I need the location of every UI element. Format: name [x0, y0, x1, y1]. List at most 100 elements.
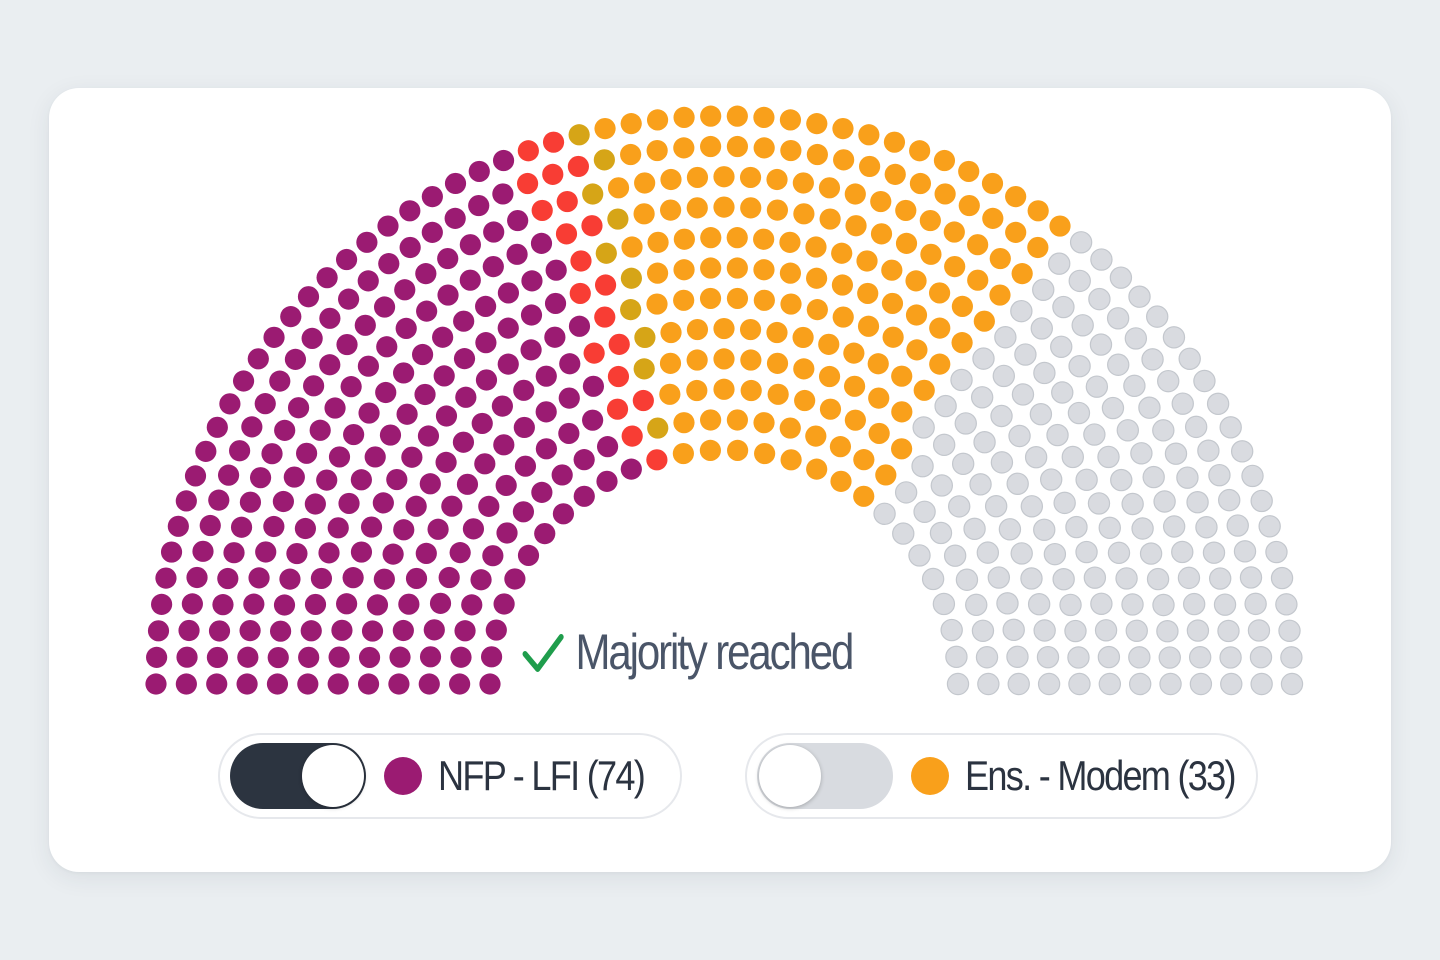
seat-nfp-lfi — [304, 493, 326, 515]
seat-group-4 — [977, 672, 1000, 696]
seat-ens-modem — [967, 234, 989, 256]
seat-nfp-lfi — [241, 416, 263, 438]
seat-nfp-lfi — [416, 300, 438, 322]
seat-group-4 — [1010, 542, 1033, 565]
seat-group-4 — [976, 541, 1000, 564]
legend-item-ens-modem[interactable]: Ens. - Modem (33) — [745, 733, 1258, 819]
seat-group-4 — [1106, 307, 1130, 330]
seat-nfp-lfi — [452, 431, 475, 453]
seat-ens-modem — [905, 270, 927, 292]
seat-group-4 — [1121, 492, 1144, 516]
seat-nfp-lfi — [530, 232, 553, 254]
seat-ens-modem — [766, 168, 788, 191]
seat-group-4 — [1219, 416, 1242, 439]
seat-ens-modem — [906, 339, 928, 361]
seat-group-4 — [1184, 415, 1208, 439]
seat-group-1 — [594, 306, 616, 328]
seat-nfp-lfi — [294, 517, 316, 540]
seat-ens-modem — [1027, 236, 1049, 259]
seat-ens-modem — [806, 143, 828, 166]
seat-group-4 — [955, 568, 979, 591]
seat-nfp-lfi — [462, 518, 485, 540]
seat-group-4 — [1067, 401, 1091, 425]
seat-group-1 — [516, 172, 539, 195]
seat-nfp-lfi — [558, 422, 580, 445]
seat-nfp-lfi — [582, 375, 605, 397]
seat-group-2 — [568, 124, 590, 146]
seat-ens-modem — [958, 194, 980, 217]
seat-group-4 — [1218, 488, 1241, 512]
seat-ens-modem — [830, 470, 852, 492]
seat-group-4 — [984, 494, 1008, 518]
seat-nfp-lfi — [453, 348, 476, 370]
seat-ens-modem — [726, 257, 748, 279]
seat-nfp-lfi — [398, 593, 420, 615]
seat-group-4 — [1083, 423, 1106, 446]
seat-group-4 — [1233, 540, 1257, 563]
seat-group-4 — [1043, 542, 1067, 566]
seat-nfp-lfi — [298, 646, 320, 668]
seat-nfp-lfi — [328, 446, 351, 468]
seat-group-4 — [1006, 645, 1029, 669]
seat-nfp-lfi — [145, 673, 167, 695]
ens-modem-toggle[interactable] — [757, 743, 893, 809]
seat-group-1 — [542, 131, 565, 153]
seat-group-4 — [1052, 295, 1075, 319]
seat-ens-modem — [905, 304, 928, 326]
seat-nfp-lfi — [437, 284, 459, 306]
seat-nfp-lfi — [491, 395, 513, 417]
seat-ens-modem — [794, 389, 816, 412]
seat-nfp-lfi — [393, 519, 415, 541]
seat-ens-modem — [753, 412, 775, 434]
seat-nfp-lfi — [482, 256, 504, 278]
seat-group-4 — [1101, 396, 1125, 420]
seat-group-4 — [1014, 343, 1037, 366]
seat-nfp-lfi — [336, 333, 358, 356]
seat-ens-modem — [660, 168, 682, 191]
seat-group-1 — [632, 389, 654, 412]
seat-ens-modem — [673, 106, 695, 128]
seat-group-4 — [943, 544, 967, 567]
seat-group-4 — [1075, 540, 1098, 564]
seat-ens-modem — [686, 379, 708, 402]
seat-ens-modem — [700, 227, 722, 249]
seat-nfp-lfi — [208, 620, 231, 642]
seat-group-2 — [633, 358, 655, 380]
seat-ens-modem — [805, 236, 827, 258]
seat-ens-modem — [1027, 200, 1049, 222]
seat-group-1 — [556, 190, 578, 213]
seat-nfp-lfi — [223, 542, 245, 564]
nfp-lfi-toggle[interactable] — [230, 743, 366, 809]
seat-nfp-lfi — [357, 355, 379, 377]
seat-group-4 — [1039, 468, 1063, 491]
seat-group-4 — [1153, 490, 1176, 513]
seat-group-4 — [1097, 645, 1121, 669]
seat-nfp-lfi — [248, 567, 270, 589]
seat-ens-modem — [686, 349, 708, 371]
seat-group-4 — [1188, 646, 1212, 669]
seat-ens-modem — [833, 149, 855, 171]
seat-ens-modem — [646, 109, 669, 131]
legend-item-nfp-lfi[interactable]: NFP - LFI (74) — [218, 733, 682, 819]
seat-group-4 — [1020, 495, 1044, 518]
seat-ens-modem — [944, 256, 966, 278]
seat-ens-modem — [868, 387, 890, 409]
seat-group-4 — [1121, 593, 1144, 616]
seat-nfp-lfi — [358, 646, 381, 669]
seat-group-4 — [1107, 353, 1130, 376]
seat-ens-modem — [943, 221, 965, 243]
seat-group-4 — [1007, 672, 1030, 696]
seat-group-4 — [994, 326, 1017, 349]
seat-group-4 — [1152, 593, 1175, 617]
seat-group-4 — [945, 645, 968, 669]
seat-nfp-lfi — [393, 362, 415, 384]
seat-ens-modem — [857, 315, 880, 337]
seat-nfp-lfi — [475, 295, 497, 317]
seat-group-4 — [1159, 672, 1182, 696]
seat-group-4 — [1230, 440, 1254, 463]
seat-group-4 — [1213, 593, 1237, 616]
seat-nfp-lfi — [470, 569, 492, 591]
seat-ens-modem — [659, 383, 681, 405]
seat-nfp-lfi — [429, 592, 452, 614]
seat-group-4 — [1270, 566, 1294, 590]
